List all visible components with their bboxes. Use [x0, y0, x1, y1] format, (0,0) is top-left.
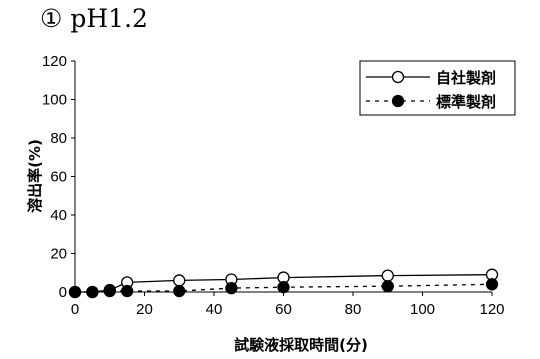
y-tick-label: 40: [50, 207, 67, 224]
series-1-point: [381, 269, 394, 282]
chart-title: ① pH1.2: [40, 4, 148, 33]
x-tick-label: 0: [71, 301, 79, 318]
x-tick-label: 20: [136, 301, 153, 318]
y-tick-label: 0: [59, 284, 67, 301]
plot-area: 0 20 40 60 80 100 120 0 20 40 60 80 100 120: [42, 53, 505, 318]
series-2-point: [485, 278, 499, 291]
series-2-point: [225, 281, 238, 295]
series-2-point: [173, 284, 186, 298]
x-tick-label: 120: [479, 301, 504, 318]
x-axis-title: 試験液採取時間(分): [234, 336, 368, 354]
series-2-point: [86, 285, 99, 299]
x-tick-label: 100: [410, 301, 435, 318]
legend-marker-2: [391, 94, 405, 108]
y-tick-label: 100: [42, 92, 67, 109]
x-tick-label: 60: [275, 301, 292, 318]
legend-box: [359, 60, 516, 116]
legend-marker-1: [391, 70, 405, 84]
series-2-point: [68, 285, 82, 299]
y-tick-label: 120: [42, 53, 67, 70]
y-axis-title: 溶出率(%): [26, 139, 44, 213]
series-2-point: [381, 280, 394, 293]
x-tick-label: 80: [345, 301, 362, 318]
series-2-point: [277, 281, 290, 294]
y-tick-label: 20: [50, 246, 67, 263]
y-tick-label: 80: [50, 130, 67, 147]
x-tick-label: 40: [206, 301, 223, 318]
series-2-point: [103, 284, 116, 298]
y-tick-label: 60: [50, 169, 67, 186]
series-2-point: [120, 284, 134, 298]
legend-label-1: 自社製剤: [436, 69, 496, 87]
legend-label-2: 標準製剤: [436, 93, 496, 111]
series-1-point: [173, 274, 186, 287]
